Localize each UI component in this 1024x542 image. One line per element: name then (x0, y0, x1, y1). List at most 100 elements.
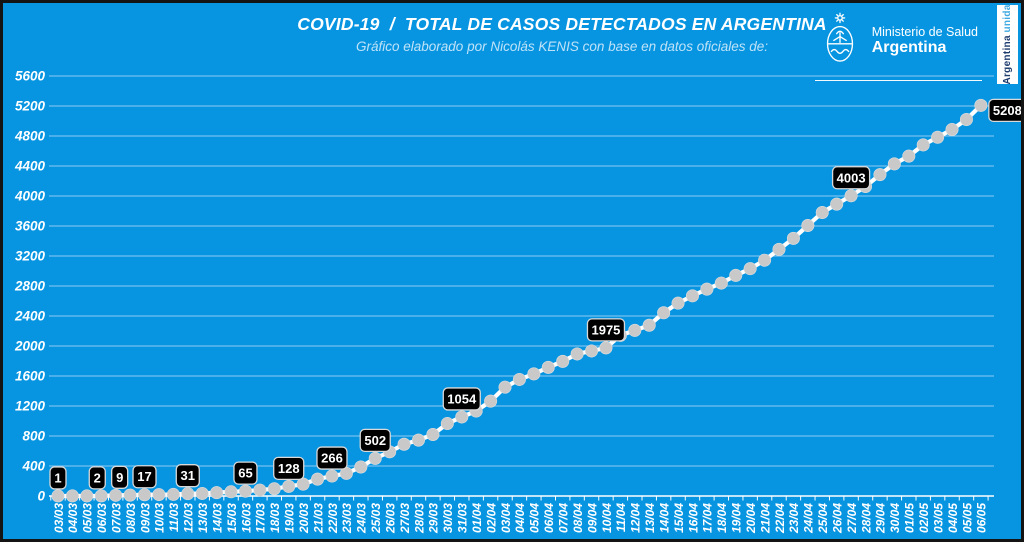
data-label-value: 9 (116, 470, 123, 485)
data-label-value: 1975 (591, 322, 620, 337)
data-point (210, 486, 224, 500)
data-point (253, 483, 267, 497)
x-tick-label: 06/03 (95, 503, 109, 533)
ministry-name: Ministerio de Salud Argentina (872, 25, 978, 59)
x-tick-label: 07/03 (109, 503, 123, 533)
data-point (830, 197, 844, 211)
x-tick-label: 24/04 (802, 503, 816, 534)
data-point (729, 268, 743, 282)
data-point (94, 489, 108, 503)
x-tick-label: 22/03 (326, 503, 340, 534)
data-point (152, 488, 166, 502)
data-point (873, 168, 887, 182)
x-tick-label: 30/04 (888, 503, 902, 533)
data-label-value: 502 (364, 433, 386, 448)
data-label-box (111, 465, 129, 489)
data-label-box (359, 428, 391, 453)
y-axis-labels: 0 400 800 1200 1600 2000 2400 2800 3200 3600 4000 4… (14, 69, 46, 504)
x-tick-label: 06/05 (975, 503, 989, 533)
x-tick-label: 08/04 (571, 503, 585, 533)
x-tick-label: 28/04 (859, 503, 873, 534)
x-tick-label: 14/04 (657, 503, 671, 533)
x-tick-label: 18/03 (268, 503, 282, 533)
data-label-box (988, 98, 1021, 123)
x-tick-label: 17/04 (701, 503, 715, 533)
data-point (902, 149, 916, 163)
y-tick-label: 800 (22, 429, 45, 444)
x-tick-label: 24/03 (355, 503, 369, 534)
data-point (772, 242, 786, 256)
data-point (556, 354, 570, 368)
data-labels: 1 2 9 17 31 65 128 266 502 1054 1975 4003 5208 (49, 98, 1021, 490)
covid-cases-chart: 0 400 800 1200 1600 2000 2400 2800 3200 3600 4000 4… (14, 69, 1021, 534)
data-point (411, 433, 425, 447)
data-point (224, 485, 238, 499)
x-tick-label: 04/05 (946, 503, 960, 533)
data-point (166, 487, 180, 501)
y-tick-label: 0 (37, 489, 45, 504)
data-point (181, 487, 195, 501)
x-tick-label: 26/03 (383, 503, 397, 534)
argentina-unida-text: Argentinaunida (1002, 4, 1013, 85)
x-tick-label: 02/04 (484, 503, 498, 533)
data-point (368, 451, 382, 465)
x-tick-label: 05/03 (81, 503, 95, 533)
x-tick-label: 11/04 (614, 503, 628, 532)
data-label-box (273, 456, 305, 481)
x-tick-label: 01/05 (903, 503, 917, 533)
y-tick-label: 5200 (15, 99, 46, 114)
data-point (671, 296, 685, 310)
data-label-value: 17 (137, 469, 151, 484)
x-tick-label: 03/04 (499, 503, 513, 533)
data-point (138, 488, 152, 502)
data-point (354, 460, 368, 474)
x-tick-label: 29/03 (427, 503, 441, 534)
data-point (195, 486, 209, 500)
x-tick-label: 09/04 (585, 503, 599, 533)
y-tick-label: 3600 (15, 219, 46, 234)
y-tick-label: 2000 (14, 339, 46, 354)
data-label-value: 65 (238, 466, 252, 481)
data-label-box (442, 387, 481, 411)
x-tick-label: 16/04 (686, 503, 700, 533)
x-tick-label: 12/03 (182, 503, 196, 533)
data-point (642, 318, 656, 332)
data-point (959, 113, 973, 127)
data-point (80, 489, 94, 503)
y-tick-label: 2800 (14, 279, 46, 294)
data-point (541, 360, 555, 374)
x-tick-label: 21/04 (758, 503, 772, 534)
data-label-box (586, 318, 626, 342)
data-label-box (49, 466, 67, 490)
x-tick-label: 29/04 (874, 503, 888, 534)
line-chart: 0 400 800 1200 1600 2000 2400 2800 3200 3600 4000 4… (3, 3, 1021, 539)
y-tick-label: 4400 (14, 159, 46, 174)
x-tick-label: 25/04 (816, 503, 830, 534)
data-point (887, 157, 901, 171)
x-tick-label: 18/04 (715, 503, 729, 533)
data-point (498, 380, 512, 394)
data-point (628, 323, 642, 337)
data-point (945, 122, 959, 136)
data-point (844, 189, 858, 203)
data-point (440, 417, 454, 431)
x-tick-label: 25/03 (369, 503, 383, 534)
x-tick-label: 21/03 (311, 503, 325, 534)
data-label-box (88, 466, 106, 490)
x-tick-label: 28/03 (412, 503, 426, 534)
x-tick-label: 26/04 (830, 503, 844, 534)
data-point (397, 437, 411, 451)
data-point (815, 206, 829, 220)
x-tick-label: 20/03 (297, 503, 311, 534)
data-label-value: 128 (278, 461, 300, 476)
data-point (123, 488, 137, 502)
data-point (585, 344, 599, 358)
x-tick-label: 19/03 (283, 503, 297, 533)
data-label-value: 1054 (447, 391, 477, 406)
data-label-value: 2 (94, 470, 101, 485)
y-tick-label: 3200 (15, 249, 46, 264)
ministry-logo: Ministerio de Salud Argentina (814, 12, 982, 81)
x-tick-label: 12/04 (629, 503, 643, 533)
x-tick-label: 20/04 (744, 503, 758, 534)
data-point (714, 276, 728, 290)
